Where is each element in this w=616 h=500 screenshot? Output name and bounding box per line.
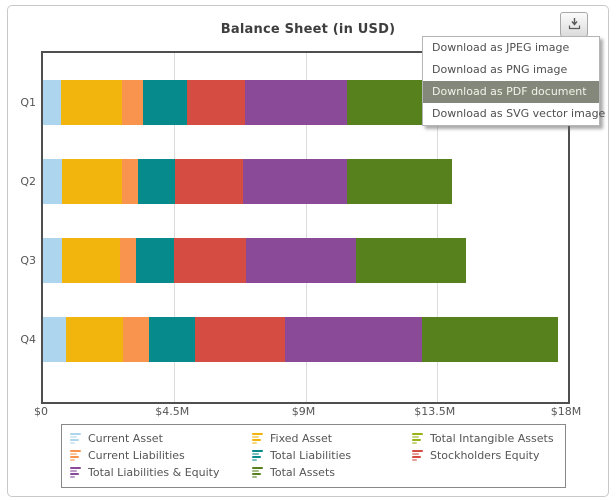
bar-segment[interactable] <box>242 159 348 204</box>
legend-bar-icon <box>252 433 263 444</box>
bar-segment[interactable] <box>245 238 357 283</box>
gridline <box>305 53 307 402</box>
bar-segment[interactable] <box>61 80 123 125</box>
category-label: Q4 <box>20 332 36 346</box>
x-tick-label: $4.5M <box>155 405 190 418</box>
bar-segment[interactable] <box>61 238 120 283</box>
legend-label: Total Intangible Assets <box>430 432 554 445</box>
legend-bar-icon <box>252 450 263 461</box>
export-menu: Download as JPEG image Download as PNG im… <box>422 36 606 126</box>
bar-q1 <box>43 80 449 125</box>
legend-item[interactable]: Stockholders Equity <box>412 449 557 462</box>
legend-item[interactable]: Total Intangible Assets <box>412 432 557 445</box>
bar-segment[interactable] <box>173 238 246 283</box>
legend-bar-icon <box>70 467 81 478</box>
bar-segment[interactable] <box>43 317 67 362</box>
bar-segment[interactable] <box>194 317 286 362</box>
legend-label: Fixed Asset <box>270 432 333 445</box>
x-tick-label: $18M <box>550 405 582 418</box>
legend: Current Asset Fixed Asset Total Intangible… <box>61 424 566 488</box>
legend-item[interactable]: Total Assets <box>252 466 412 479</box>
bar-q2 <box>43 159 453 204</box>
bar-segment[interactable] <box>43 159 62 204</box>
legend-bar-icon <box>412 433 423 444</box>
menu-item-download-as-pdf-document[interactable]: Download as PDF document <box>423 81 599 103</box>
gridline <box>174 53 176 402</box>
bar-q3 <box>43 238 467 283</box>
bar-segment[interactable] <box>138 159 176 204</box>
gridline <box>436 53 438 402</box>
legend-item[interactable]: Fixed Asset <box>252 432 412 445</box>
download-icon <box>568 15 581 34</box>
legend-label: Current Asset <box>88 432 163 445</box>
legend-label: Current Liabilities <box>88 449 185 462</box>
menu-item-download-as-png-image[interactable]: Download as PNG image <box>432 63 568 76</box>
category-label: Q2 <box>20 174 36 188</box>
chart-card: Balance Sheet (in USD) Q1 Q2 Q3 Q4 $0 $4.5M $… <box>7 5 609 497</box>
menu-item-download-as-svg-vector-image[interactable]: Download as SVG vector image <box>432 107 606 120</box>
legend-label: Total Assets <box>270 466 335 479</box>
bar-segment[interactable] <box>356 238 467 283</box>
bar-segment[interactable] <box>61 159 123 204</box>
legend-bar-icon <box>252 467 263 478</box>
bar-q4 <box>43 317 559 362</box>
chart-title: Balance Sheet (in USD) <box>220 22 396 37</box>
bar-segment[interactable] <box>122 159 139 204</box>
bar-segment[interactable] <box>135 238 174 283</box>
menu-item-download-as-jpeg-image[interactable]: Download as JPEG image <box>432 41 570 54</box>
bar-segment[interactable] <box>122 80 143 125</box>
category-label: Q3 <box>20 253 36 267</box>
x-tick-label: $9M <box>291 405 316 418</box>
bar-segment[interactable] <box>43 238 62 283</box>
legend-item[interactable]: Current Asset <box>70 432 252 445</box>
bar-segment[interactable] <box>347 159 453 204</box>
x-tick-label: $0 <box>34 405 48 418</box>
legend-label: Total Liabilities & Equity <box>88 466 220 479</box>
legend-label: Total Liabilities <box>270 449 352 462</box>
bar-segment[interactable] <box>285 317 422 362</box>
export-button[interactable] <box>560 12 588 37</box>
legend-label: Stockholders Equity <box>430 449 540 462</box>
legend-item[interactable]: Current Liabilities <box>70 449 252 462</box>
legend-bar-icon <box>70 433 81 444</box>
x-tick-label: $13.5M <box>414 405 456 418</box>
bar-segment[interactable] <box>148 317 195 362</box>
category-label: Q1 <box>20 95 36 109</box>
bar-segment[interactable] <box>175 159 243 204</box>
legend-bar-icon <box>412 450 423 461</box>
bar-segment[interactable] <box>66 317 124 362</box>
legend-item[interactable]: Total Liabilities <box>252 449 412 462</box>
bar-segment[interactable] <box>123 317 149 362</box>
bar-segment[interactable] <box>244 80 347 125</box>
bar-segment[interactable] <box>142 80 188 125</box>
bar-segment[interactable] <box>119 238 136 283</box>
bar-segment[interactable] <box>421 317 559 362</box>
bar-segment[interactable] <box>187 80 245 125</box>
legend-bar-icon <box>70 450 81 461</box>
legend-item[interactable]: Total Liabilities & Equity <box>70 466 252 479</box>
bar-segment[interactable] <box>43 80 62 125</box>
